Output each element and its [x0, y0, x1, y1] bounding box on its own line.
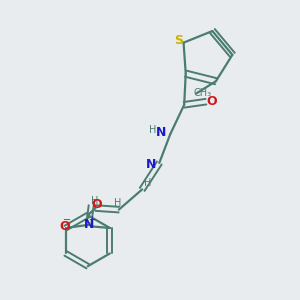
Text: +: +: [88, 215, 95, 224]
Text: CH₃: CH₃: [194, 88, 212, 98]
Text: O: O: [92, 197, 102, 211]
Text: O: O: [59, 220, 70, 233]
Text: H: H: [114, 198, 121, 208]
Text: H: H: [91, 196, 99, 206]
Text: S: S: [174, 34, 183, 47]
Text: N: N: [156, 126, 167, 139]
Text: H: H: [144, 178, 152, 188]
Text: N: N: [146, 158, 157, 171]
Text: −: −: [64, 215, 72, 226]
Text: H: H: [149, 125, 157, 135]
Text: N: N: [83, 218, 94, 231]
Text: O: O: [206, 95, 217, 108]
